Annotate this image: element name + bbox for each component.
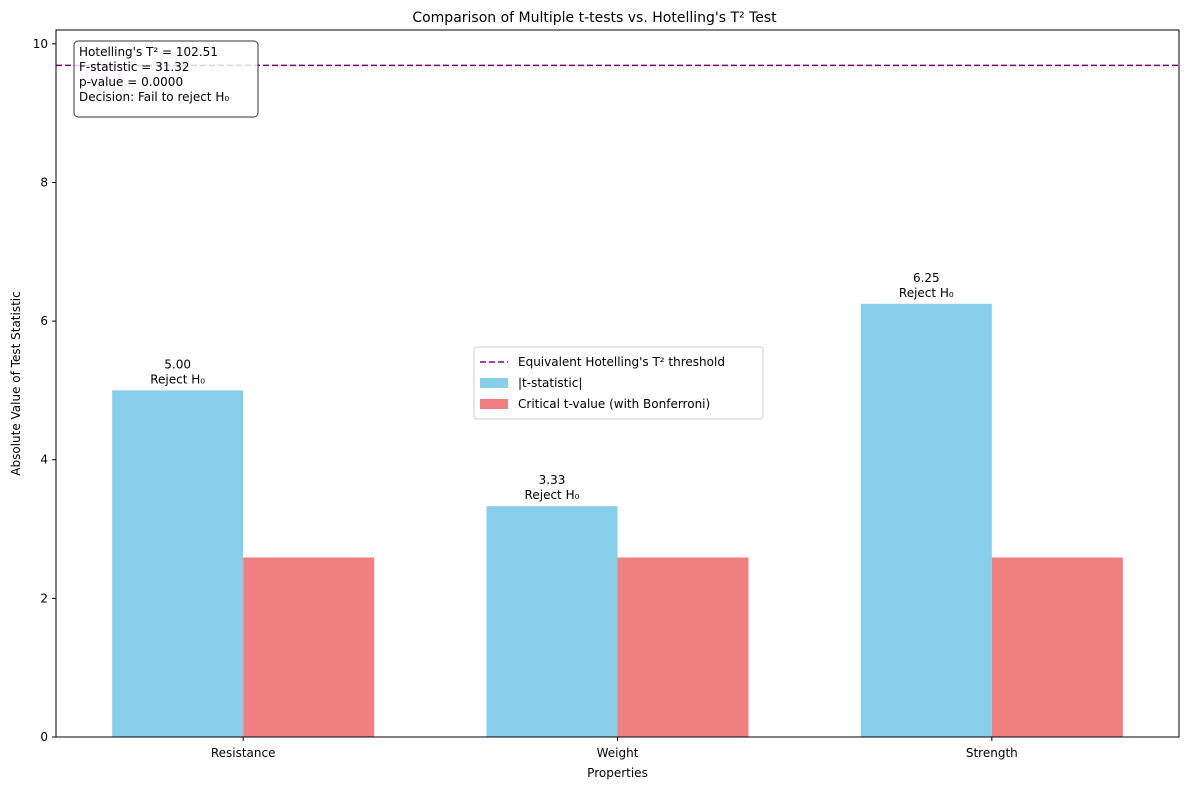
bar-decision-label: Reject H₀: [150, 372, 205, 386]
bar-value-label: 6.25: [913, 271, 940, 285]
legend: Equivalent Hotelling's T² threshold |t-st…: [473, 346, 764, 420]
legend-marker-patch: [480, 378, 508, 388]
x-tick-label: Strength: [966, 746, 1018, 760]
y-tick-label: 0: [40, 730, 48, 744]
legend-entry-label: Equivalent Hotelling's T² threshold: [518, 355, 725, 369]
x-axis-label: Properties: [587, 766, 648, 780]
legend-entry-label: |t-statistic|: [518, 376, 582, 390]
stats-line: Hotelling's T² = 102.51: [79, 45, 218, 59]
y-tick-label: 8: [40, 175, 48, 189]
y-tick-label: 2: [40, 591, 48, 605]
bar-decision-label: Reject H₀: [899, 286, 954, 300]
stats-box-frame: [73, 40, 259, 118]
legend-frame: [473, 346, 764, 420]
bar-t-statistic-strength: [860, 303, 992, 737]
x-tick-label: Resistance: [211, 746, 276, 760]
bar-value-label: 5.00: [164, 357, 191, 371]
y-tick-label: 6: [40, 314, 48, 328]
bar-decision-label: Reject H₀: [525, 488, 580, 502]
bar-critical-strength: [991, 557, 1123, 737]
y-tick-label: 10: [33, 37, 48, 51]
bar-t-statistic-weight: [486, 506, 618, 737]
chart-title: Comparison of Multiple t-tests vs. Hotel…: [412, 10, 777, 26]
stats-line: F-statistic = 31.32: [79, 60, 190, 74]
y-axis-label: Absolute Value of Test Statistic: [9, 291, 23, 475]
x-tick-label: Weight: [597, 746, 639, 760]
bars-layer: [112, 303, 1123, 737]
bar-critical-resistance: [243, 557, 375, 737]
stats-line: Decision: Fail to reject H₀: [79, 90, 229, 104]
bar-value-label: 3.33: [539, 473, 566, 487]
legend-marker-patch: [480, 399, 508, 409]
bar-critical-weight: [617, 557, 749, 737]
stats-box: Hotelling's T² = 102.51F-statistic = 31.…: [73, 40, 259, 118]
legend-entry-label: Critical t-value (with Bonferroni): [518, 397, 710, 411]
bar-t-statistic-resistance: [112, 390, 244, 737]
x-axis: Resistance Weight Strength: [211, 737, 1018, 760]
y-axis: 0 2 4 6 8 10: [33, 37, 56, 744]
stats-line: p-value = 0.0000: [79, 75, 183, 89]
y-tick-label: 4: [40, 453, 48, 467]
